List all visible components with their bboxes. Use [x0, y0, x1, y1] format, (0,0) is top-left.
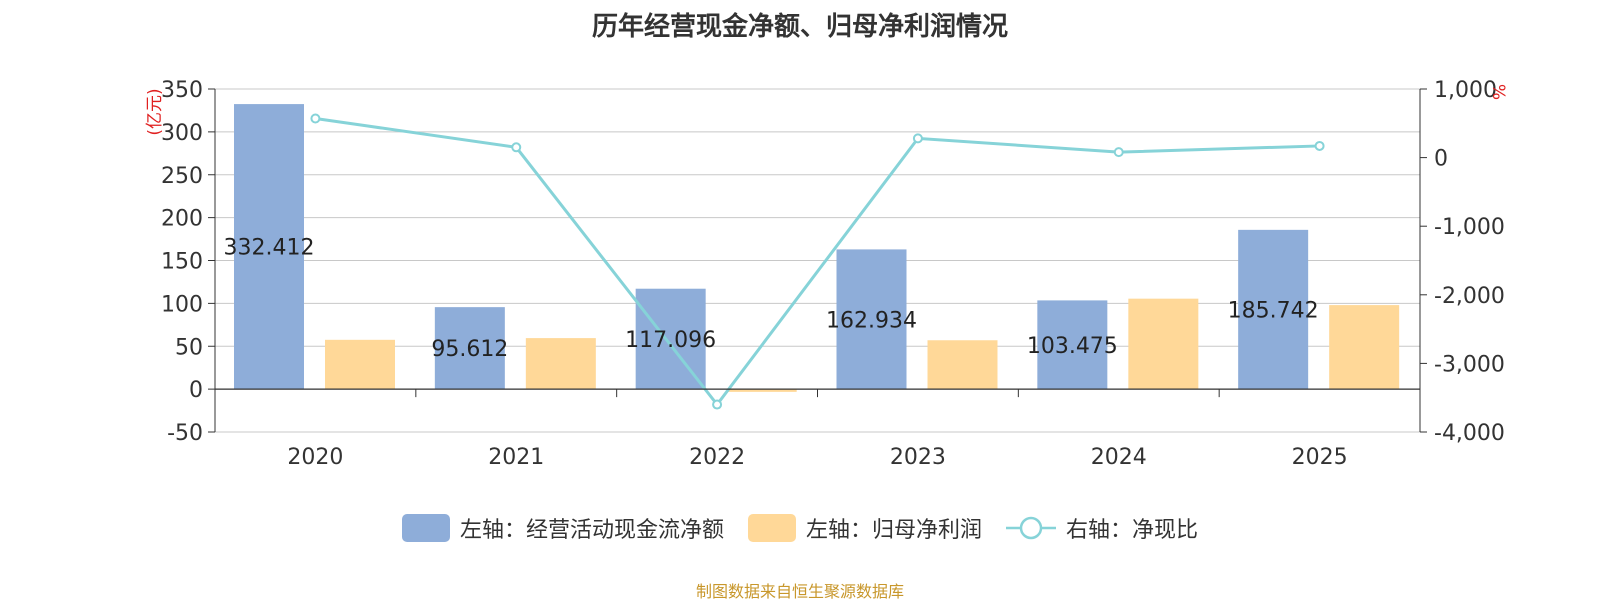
bar-cash — [434, 307, 505, 390]
bar-cash-label: 103.475 — [1027, 334, 1118, 359]
ratio-point — [511, 142, 522, 153]
chart-title: 历年经营现金净额、归母净利润情况 — [591, 12, 1008, 42]
legend-swatch-cash — [401, 514, 450, 542]
x-tick-label: 2023 — [890, 445, 946, 470]
ratio-line — [315, 117, 1320, 408]
legend-label-profit: 左轴：归母净利润 — [805, 518, 982, 543]
right-tick-label: -3,000 — [1434, 352, 1505, 377]
x-tick-label: 2022 — [689, 445, 745, 470]
left-tick-label: -50 — [167, 421, 203, 446]
x-tick-label: 2024 — [1091, 445, 1147, 470]
legend: 左轴：经营活动现金流净额 左轴：归母净利润 右轴：净现比 — [0, 512, 1600, 544]
left-tick-label: 300 — [161, 121, 203, 146]
bar-profit — [1128, 298, 1199, 390]
x-tick-label: 2021 — [488, 445, 544, 470]
source-note: 制图数据来自恒生聚源数据库 — [695, 582, 904, 601]
bar-cash — [1037, 300, 1108, 390]
legend-swatch-profit — [747, 514, 796, 542]
left-tick-label: 200 — [161, 207, 203, 232]
left-tick-label: 0 — [189, 378, 203, 403]
bar-cash — [1238, 229, 1309, 390]
left-tick-label: 350 — [161, 78, 203, 103]
ratio-point — [310, 113, 321, 124]
right-tick-label: 1,000 — [1434, 78, 1497, 103]
bar-profit — [325, 339, 395, 390]
legend-swatch-ratio — [1006, 516, 1056, 540]
data-labels-layer: 332.412 95.612 117.096 162.934 103.475 185.74… — [224, 236, 1319, 363]
left-tick-label: 50 — [175, 335, 203, 360]
right-tick-label: -4,000 — [1434, 421, 1505, 446]
x-tick-label: 2020 — [287, 445, 343, 470]
ratio-point — [712, 399, 723, 410]
bar-profit — [525, 338, 596, 390]
legend-item-ratio[interactable]: 右轴：净现比 — [1006, 512, 1198, 544]
bar-cash-label: 332.412 — [224, 236, 315, 261]
legend-item-profit[interactable]: 左轴：归母净利润 — [747, 512, 982, 544]
legend-label-ratio: 右轴：净现比 — [1066, 518, 1199, 543]
right-tick-label: -1,000 — [1434, 215, 1505, 240]
bar-cash-label: 185.742 — [1228, 298, 1319, 323]
right-axis-unit: % — [1488, 84, 1508, 100]
bar-cash — [635, 288, 706, 390]
bar-cash — [234, 104, 304, 390]
right-tick-label: 0 — [1434, 147, 1448, 172]
bar-profit — [927, 340, 998, 390]
ratio-point — [1314, 140, 1325, 151]
bar-cash-label: 162.934 — [826, 308, 917, 333]
ratio-point — [912, 133, 923, 144]
bars-layer — [234, 104, 1400, 392]
bar-cash-label: 95.612 — [431, 337, 508, 362]
left-tick-label: 100 — [161, 292, 203, 317]
axes-layer: 350 300 250 200 150 100 50 0 -50 1,000 0 -1,000 -2,0… — [145, 78, 1508, 470]
bar-profit — [1329, 305, 1400, 390]
bar-profit — [726, 389, 797, 392]
legend-item-cash[interactable]: 左轴：经营活动现金流净额 — [401, 512, 724, 544]
left-tick-label: 250 — [161, 164, 203, 189]
left-axis-unit: (亿元) — [145, 88, 165, 135]
ratio-line-layer — [310, 113, 1325, 410]
x-tick-label: 2025 — [1292, 445, 1348, 470]
right-tick-label: -2,000 — [1434, 284, 1505, 309]
ratio-point — [1113, 147, 1124, 158]
bar-cash-label: 117.096 — [625, 328, 716, 353]
legend-label-cash: 左轴：经营活动现金流净额 — [459, 518, 724, 543]
bar-cash — [836, 249, 907, 390]
left-tick-label: 150 — [161, 250, 203, 275]
